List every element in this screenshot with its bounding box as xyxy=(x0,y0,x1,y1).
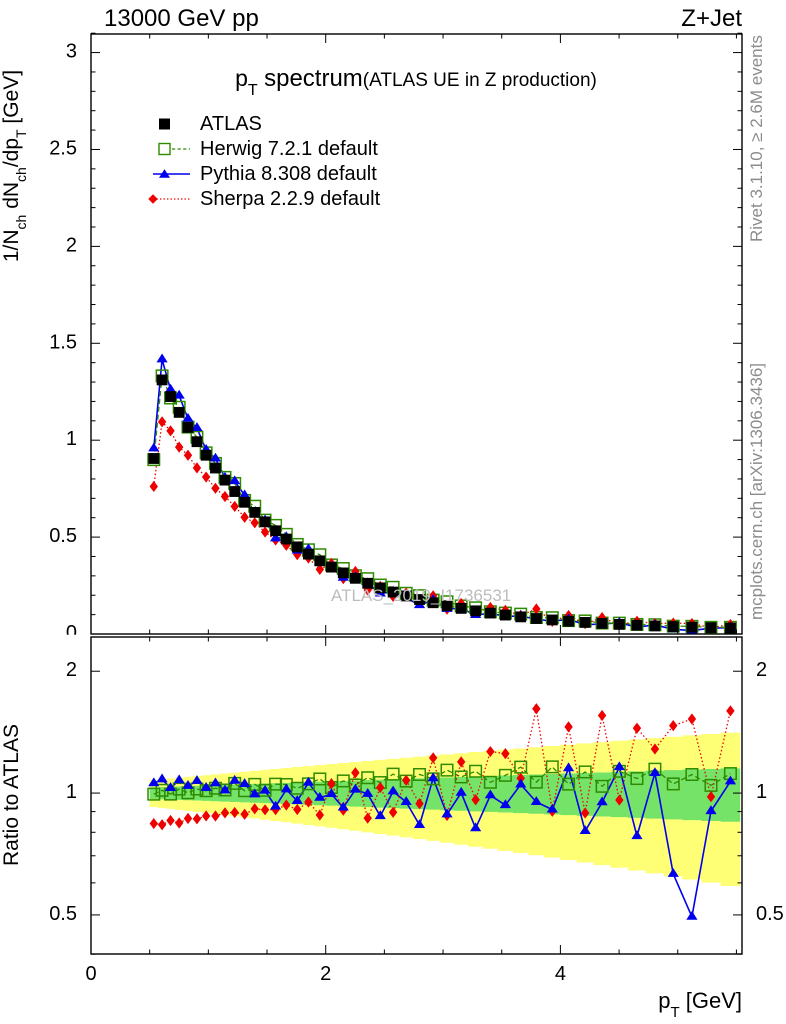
svg-text:0.5: 0.5 xyxy=(49,903,77,925)
svg-text:ATLAS: ATLAS xyxy=(200,113,262,135)
svg-text:1.5: 1.5 xyxy=(49,331,77,353)
svg-text:Herwig 7.2.1 default: Herwig 7.2.1 default xyxy=(200,138,378,160)
svg-text:0: 0 xyxy=(85,963,96,985)
svg-text:0.5: 0.5 xyxy=(49,525,77,547)
svg-text:Sherpa 2.2.9 default: Sherpa 2.2.9 default xyxy=(200,188,381,210)
svg-text:Z+Jet: Z+Jet xyxy=(681,5,742,32)
svg-text:2.5: 2.5 xyxy=(49,137,77,159)
svg-text:ATLAS_2019_I1736531: ATLAS_2019_I1736531 xyxy=(331,586,511,605)
svg-text:2: 2 xyxy=(66,659,77,681)
svg-text:13000 GeV pp: 13000 GeV pp xyxy=(104,5,259,32)
svg-text:Rivet 3.1.10, ≥ 2.6M events: Rivet 3.1.10, ≥ 2.6M events xyxy=(747,35,766,242)
svg-text:4: 4 xyxy=(555,963,566,985)
svg-text:1: 1 xyxy=(66,781,77,803)
svg-text:Ratio to ATLAS: Ratio to ATLAS xyxy=(0,724,23,866)
svg-text:Pythia 8.308 default: Pythia 8.308 default xyxy=(200,163,377,185)
svg-text:2: 2 xyxy=(66,234,77,256)
svg-text:1: 1 xyxy=(66,428,77,450)
svg-text:3: 3 xyxy=(66,41,77,63)
svg-text:0.5: 0.5 xyxy=(756,903,784,925)
svg-text:2: 2 xyxy=(756,659,767,681)
svg-text:1: 1 xyxy=(756,781,767,803)
svg-text:2: 2 xyxy=(320,963,331,985)
svg-text:mcplots.cern.ch [arXiv:1306.34: mcplots.cern.ch [arXiv:1306.3436] xyxy=(747,363,766,620)
